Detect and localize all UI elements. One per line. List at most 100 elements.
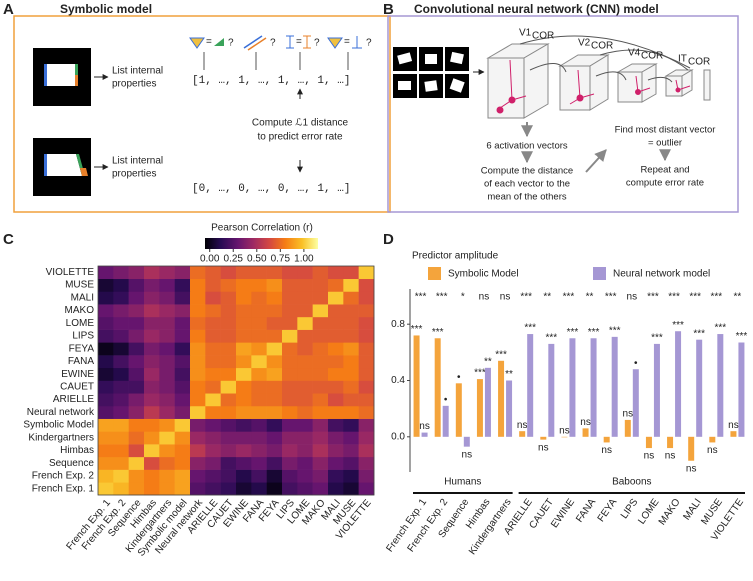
significance: ** (734, 292, 742, 303)
step-text: = outlier (648, 138, 682, 149)
bar (455, 383, 462, 437)
heatmap-cell (144, 431, 160, 445)
y-tick-label: FANA (68, 356, 94, 367)
heatmap-cell (128, 367, 145, 381)
heatmap-cell (266, 431, 283, 445)
heatmap-cell (220, 469, 237, 483)
bar-annotation: ns (462, 449, 473, 460)
significance: ns (627, 292, 638, 303)
colorbar-tick-label: 0.50 (247, 254, 267, 265)
heatmap-cell (128, 456, 145, 470)
heatmap-cell (128, 278, 145, 292)
bar (590, 338, 597, 437)
heatmap-cell (159, 380, 175, 394)
x-tick-label: FANA (574, 497, 598, 525)
panel-title: Symbolic model (60, 2, 152, 16)
heatmap-cell (159, 393, 175, 407)
heatmap-cell (251, 355, 267, 369)
heatmap-cell (190, 444, 206, 458)
heatmap-cell (128, 405, 145, 419)
step-text: 6 activation vectors (486, 141, 568, 152)
group-label: Humans (444, 477, 481, 488)
heatmap-cell (220, 431, 237, 445)
heatmap-cell (282, 418, 298, 432)
heatmap-cell (266, 456, 283, 470)
heatmap-cell (251, 278, 267, 292)
heatmap-cell (358, 329, 375, 343)
heatmap-cell (98, 329, 114, 343)
heatmap-cell (174, 304, 191, 318)
bar-annotation: ** (484, 356, 492, 367)
heatmap-cell (312, 304, 329, 318)
plot-frame (97, 265, 375, 496)
step-text: properties (112, 169, 156, 180)
heatmap-cell (358, 278, 375, 292)
heatmap-cell (343, 469, 359, 483)
svg-text:=: = (296, 37, 302, 48)
heatmap-cell (205, 393, 221, 407)
heatmap-cell (236, 418, 252, 432)
property-icon: = (327, 36, 362, 49)
heatmap-cell (205, 469, 221, 483)
heatmap-cell (205, 418, 221, 432)
heatmap-cell (98, 291, 114, 305)
heatmap-cell (312, 482, 329, 496)
heatmap-cell (113, 342, 129, 356)
heatmap-cell (220, 418, 237, 432)
bar (717, 334, 724, 437)
heatmap-cell (358, 316, 375, 330)
heatmap-cell (343, 418, 359, 432)
heatmap-cell (297, 278, 313, 292)
heatmap-cell (174, 469, 191, 483)
heatmap-cell (343, 393, 359, 407)
heatmap-cell (343, 456, 359, 470)
heatmap-cell (98, 316, 114, 330)
heatmap-cell (251, 431, 267, 445)
y-tick-label: LIPS (72, 331, 94, 342)
heatmap-cell (282, 291, 298, 305)
legend-swatch (428, 267, 441, 280)
heatmap-cell (282, 355, 298, 369)
heatmap-cell (358, 393, 375, 407)
heatmap-cell (190, 355, 206, 369)
significance: *** (647, 292, 659, 303)
heatmap-cell (358, 367, 375, 381)
heatmap-cell (343, 291, 359, 305)
heatmap-cell (236, 469, 252, 483)
heatmap-cell (328, 405, 344, 419)
heatmap-cell (328, 418, 344, 432)
chart-title: Predictor amplitude (412, 251, 499, 262)
heatmap-cell (159, 355, 175, 369)
heatmap-cell (190, 291, 206, 305)
heatmap-cell (174, 444, 191, 458)
heatmap-cell (113, 482, 129, 496)
heatmap-cell (144, 405, 160, 419)
heatmap-cell (312, 266, 329, 280)
heatmap-cell (144, 380, 160, 394)
heatmap-cell (328, 291, 344, 305)
heatmap-cell (113, 431, 129, 445)
heatmap-cell (328, 431, 344, 445)
heatmap-cell (98, 482, 114, 496)
heatmap-cell (282, 444, 298, 458)
heatmap-cell (297, 316, 313, 330)
heatmap-cell (113, 304, 129, 318)
heatmap-cell (113, 418, 129, 432)
heatmap-cell (159, 304, 175, 318)
bar-annotation: • (634, 358, 638, 369)
bar-annotation: *** (474, 368, 486, 379)
panel-letter: B (383, 1, 394, 18)
heatmap-cell (98, 380, 114, 394)
significance: *** (710, 292, 722, 303)
y-tick-label: Himbas (60, 445, 94, 456)
bar (653, 343, 660, 437)
heatmap-cell (236, 393, 252, 407)
bar (624, 419, 631, 437)
heatmap-cell (312, 329, 329, 343)
bar-annotation: ns (559, 425, 570, 436)
heatmap-cell (159, 291, 175, 305)
heatmap-cell (358, 380, 375, 394)
heatmap-cell (236, 367, 252, 381)
y-tick-label: CAUET (60, 382, 94, 393)
